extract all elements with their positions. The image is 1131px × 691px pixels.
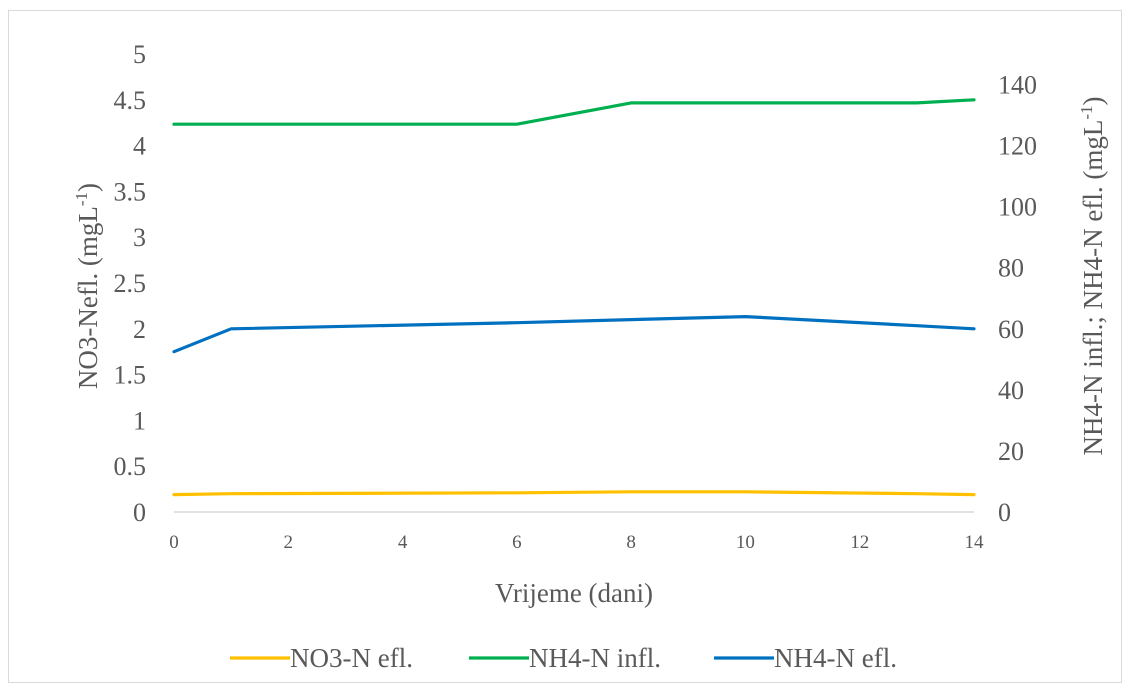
y-right-axis-title-end: ) (1078, 96, 1108, 105)
y-left-tick-label: 3.5 (114, 177, 147, 206)
y-left-tick-label: 5 (133, 40, 146, 69)
x-tick-label: 2 (284, 532, 294, 553)
y-right-tick-label: 40 (998, 376, 1024, 405)
y-right-tick-label: 140 (998, 71, 1037, 100)
y-right-tick-label: 0 (998, 498, 1011, 527)
y-left-tick-label: 0.5 (114, 452, 147, 481)
y-left-tick-label: 2.5 (114, 269, 147, 298)
x-tick-label: 10 (736, 532, 755, 553)
y-left-tick-label: 3 (133, 223, 146, 252)
x-tick-label: 14 (965, 532, 985, 553)
x-tick-label: 4 (398, 532, 408, 553)
x-tick-labels: 0 2 4 6 8 10 12 14 (169, 532, 984, 553)
x-tick-label: 12 (850, 532, 869, 553)
y-left-tick-label: 1.5 (114, 361, 147, 390)
y-right-tick-label: 100 (998, 193, 1037, 222)
y-left-axis-title-main: NO3-Nefl. (mgL (73, 206, 103, 389)
series-line-1 (172, 490, 976, 497)
y-left-axis-title-end: ) (73, 183, 103, 192)
legend-label: NO3-N efl. (290, 643, 413, 673)
y-left-axis-title: NO3-Nefl. (mgL-1) (72, 183, 103, 389)
x-tick-label: 0 (169, 532, 179, 553)
y-right-tick-label: 60 (998, 315, 1024, 344)
legend-label: NH4-N infl. (529, 643, 661, 673)
legend: NO3-N efl. NH4-N infl. NH4-N efl. (230, 643, 897, 673)
y-left-tick-label: 4.5 (114, 86, 147, 115)
y-left-tick-label: 1 (133, 406, 146, 435)
y-right-tick-label: 120 (998, 132, 1037, 161)
x-axis-title: Vrijeme (dani) (495, 578, 653, 608)
y-right-tick-label: 20 (998, 437, 1024, 466)
x-tick-label: 6 (512, 532, 522, 553)
y-right-tick-label: 80 (998, 254, 1024, 283)
y-left-tick-label: 4 (133, 132, 146, 161)
series-line-2 (172, 98, 976, 126)
y-right-axis-title-sup: -1 (1077, 105, 1096, 119)
y-left-tick-label: 0 (133, 498, 146, 527)
legend-label: NH4-N efl. (774, 643, 897, 673)
y-right-axis-title-main: NH4-N infl.; NH4-N efl. (mgL (1078, 120, 1108, 456)
chart-frame (8, 10, 1122, 683)
y-left-axis-title-sup: -1 (72, 192, 91, 206)
y-left-tick-label: 2 (133, 315, 146, 344)
y-right-axis-title: NH4-N infl.; NH4-N efl. (mgL-1) (1077, 96, 1108, 455)
y-left-tick-labels: 0 0.5 1 1.5 2 2.5 3 3.5 4 4.5 5 (114, 40, 147, 527)
x-tick-label: 8 (626, 532, 636, 553)
y-right-tick-labels: 0 20 40 60 80 100 120 140 (998, 71, 1037, 527)
series-layer (172, 98, 976, 497)
series-line-3 (172, 315, 976, 354)
